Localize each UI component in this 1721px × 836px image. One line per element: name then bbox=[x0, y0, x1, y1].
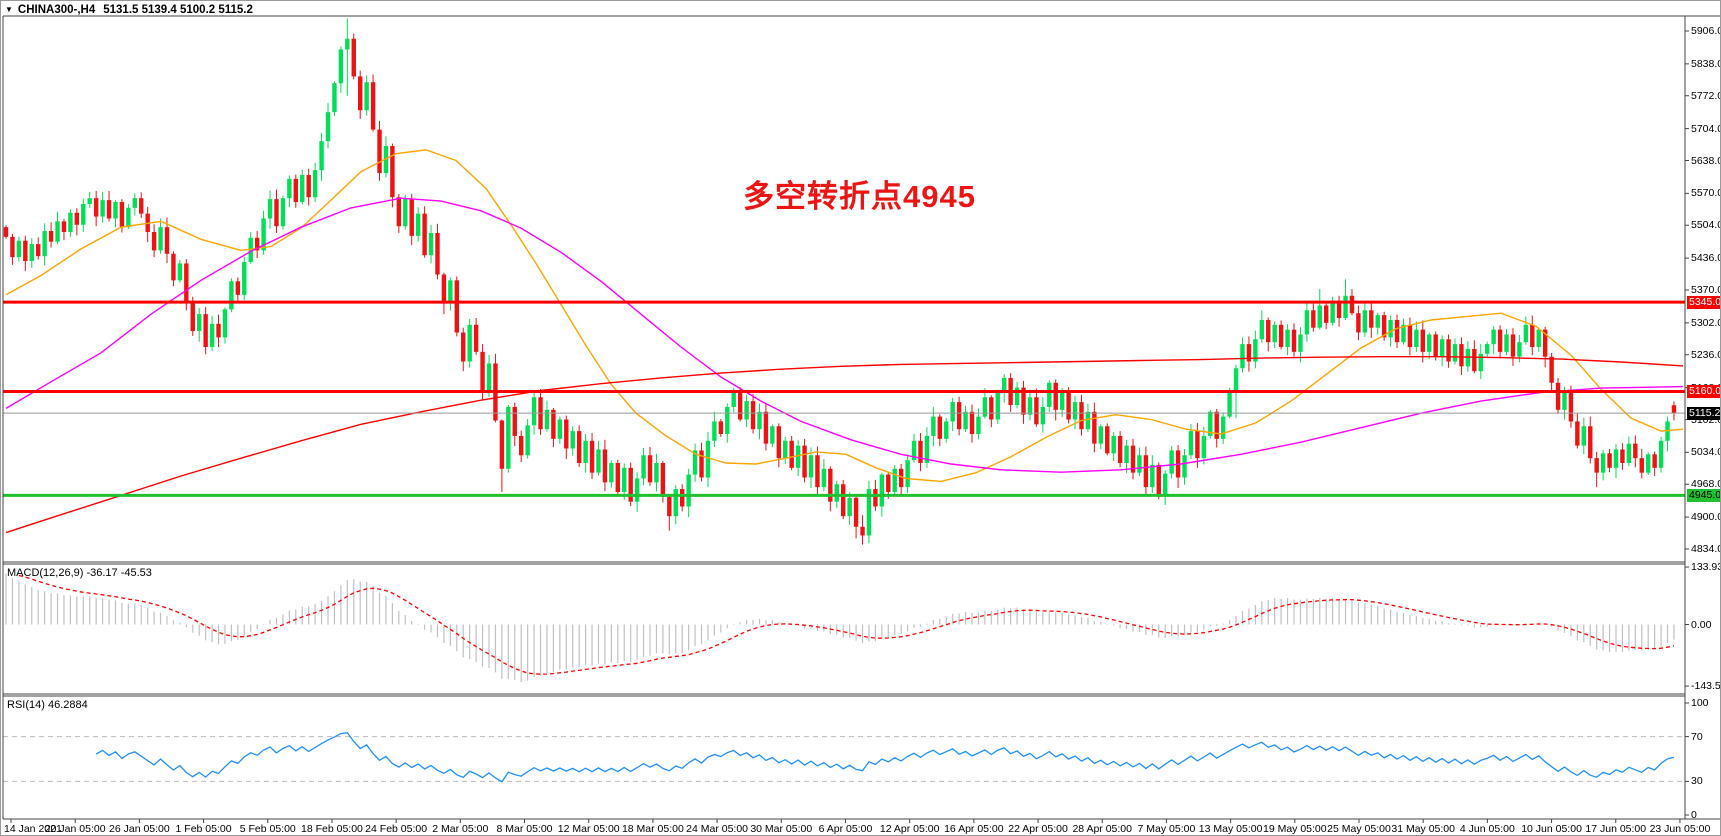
price-tick-label: 5504.0 bbox=[1691, 219, 1721, 232]
rsi-line bbox=[95, 732, 1675, 783]
candles-layer bbox=[3, 18, 1677, 545]
time-tick-label: 8 Mar 05:00 bbox=[496, 823, 553, 835]
time-tick-label: 25 May 05:00 bbox=[1327, 823, 1391, 835]
symbol-title: ▼ CHINA300-,H4 5131.5 5139.4 5100.2 5115.2 bbox=[5, 4, 253, 16]
chart-annotation-text: 多空转折点4945 bbox=[743, 179, 976, 214]
time-tick-label: 6 Apr 05:00 bbox=[818, 823, 873, 835]
time-tick-label: 10 Jun 05:00 bbox=[1521, 823, 1582, 835]
panel-frames bbox=[2, 15, 1720, 820]
time-tick-label: 17 Jun 05:00 bbox=[1585, 823, 1647, 835]
time-tick-label: 16 Apr 05:00 bbox=[944, 823, 1004, 835]
rsi-tick-label: 0 bbox=[1691, 809, 1697, 821]
macd-tick-label: -143.53 bbox=[1691, 680, 1721, 693]
price-tick-label: 5034.0 bbox=[1691, 446, 1721, 459]
ma-fast-orange bbox=[5, 149, 1684, 483]
time-tick-label: 7 May 05:00 bbox=[1137, 823, 1196, 835]
ohlc-values: 5131.5 5139.4 5100.2 5115.2 bbox=[103, 4, 253, 16]
time-tick-label: 26 Jan 05:00 bbox=[109, 823, 170, 835]
rsi-tick-label: 30 bbox=[1691, 775, 1703, 788]
moving-averages-layer bbox=[5, 149, 1684, 534]
price-tick-label: 5704.0 bbox=[1691, 122, 1721, 135]
horizontal-lines-layer[interactable] bbox=[3, 300, 1685, 497]
price-badge-5115.2: 5115.2 bbox=[1687, 406, 1721, 420]
time-tick-label: 12 Apr 05:00 bbox=[879, 823, 940, 835]
price-tick-label: 5436.0 bbox=[1691, 252, 1721, 265]
time-tick-label: 20 Jan 05:00 bbox=[44, 823, 106, 835]
symbol-dropdown-icon[interactable]: ▼ bbox=[5, 5, 13, 14]
axis-ticks bbox=[10, 30, 1689, 823]
price-tick-label: 5370.0 bbox=[1691, 284, 1721, 296]
price-tick-label: 5772.0 bbox=[1691, 89, 1721, 102]
time-tick-label: 24 Mar 05:00 bbox=[686, 823, 749, 835]
price-tick-label: 5838.0 bbox=[1691, 57, 1721, 70]
time-tick-label: 13 May 05:00 bbox=[1198, 823, 1263, 835]
price-badge-5160.0: 5160.0 bbox=[1687, 384, 1721, 398]
time-tick-label: 14 Jan 2021 bbox=[4, 823, 62, 835]
time-tick-label: 18 Feb 05:00 bbox=[300, 823, 363, 835]
ma-slow-red bbox=[5, 356, 1684, 534]
time-tick-label: 19 May 05:00 bbox=[1262, 823, 1327, 835]
rsi-indicator-label: RSI(14) 46.2884 bbox=[7, 699, 88, 711]
price-tick-label: 4968.0 bbox=[1691, 478, 1721, 491]
rsi-tick-label: 100 bbox=[1691, 697, 1709, 709]
price-badge-5345.0: 5345.0 bbox=[1687, 295, 1721, 309]
time-tick-label: 28 Apr 05:00 bbox=[1072, 823, 1132, 835]
price-tick-label: 5906.0 bbox=[1691, 25, 1721, 37]
price-tick-label: 5638.0 bbox=[1691, 154, 1721, 167]
macd-layer bbox=[5, 573, 1675, 683]
time-tick-label: 18 Mar 05:00 bbox=[621, 823, 684, 835]
time-tick-label: 23 Jun 05:00 bbox=[1649, 823, 1711, 835]
rsi-tick-label: 70 bbox=[1691, 730, 1703, 743]
time-tick-label: 2 Mar 05:00 bbox=[432, 823, 489, 835]
price-tick-label: 4900.0 bbox=[1691, 511, 1721, 524]
time-tick-label: 4 Jun 05:00 bbox=[1459, 823, 1515, 835]
time-tick-label: 24 Feb 05:00 bbox=[365, 823, 428, 835]
macd-tick-label: 133.93 bbox=[1691, 561, 1721, 574]
price-badge-4945.0: 4945.0 bbox=[1687, 488, 1721, 502]
price-tick-label: 4834.0 bbox=[1691, 543, 1721, 555]
macd-tick-label: 0.00 bbox=[1691, 618, 1712, 631]
time-tick-label: 31 May 05:00 bbox=[1391, 823, 1455, 835]
time-tick-label: 30 Mar 05:00 bbox=[750, 823, 813, 835]
price-tick-label: 5236.0 bbox=[1691, 348, 1721, 361]
price-tick-label: 5570.0 bbox=[1691, 187, 1721, 200]
time-tick-label: 12 Mar 05:00 bbox=[557, 823, 620, 835]
time-tick-label: 5 Feb 05:00 bbox=[239, 823, 296, 835]
time-tick-label: 22 Apr 05:00 bbox=[1008, 823, 1068, 835]
ma-mid-magenta bbox=[5, 197, 1684, 473]
macd-indicator-label: MACD(12,26,9) -36.17 -45.53 bbox=[7, 567, 152, 579]
time-tick-label: 1 Feb 05:00 bbox=[175, 823, 232, 835]
rsi-layer bbox=[3, 732, 1685, 783]
price-tick-label: 5302.0 bbox=[1691, 316, 1721, 329]
symbol-name: CHINA300-,H4 bbox=[17, 4, 96, 16]
macd-signal-line bbox=[18, 574, 1675, 675]
